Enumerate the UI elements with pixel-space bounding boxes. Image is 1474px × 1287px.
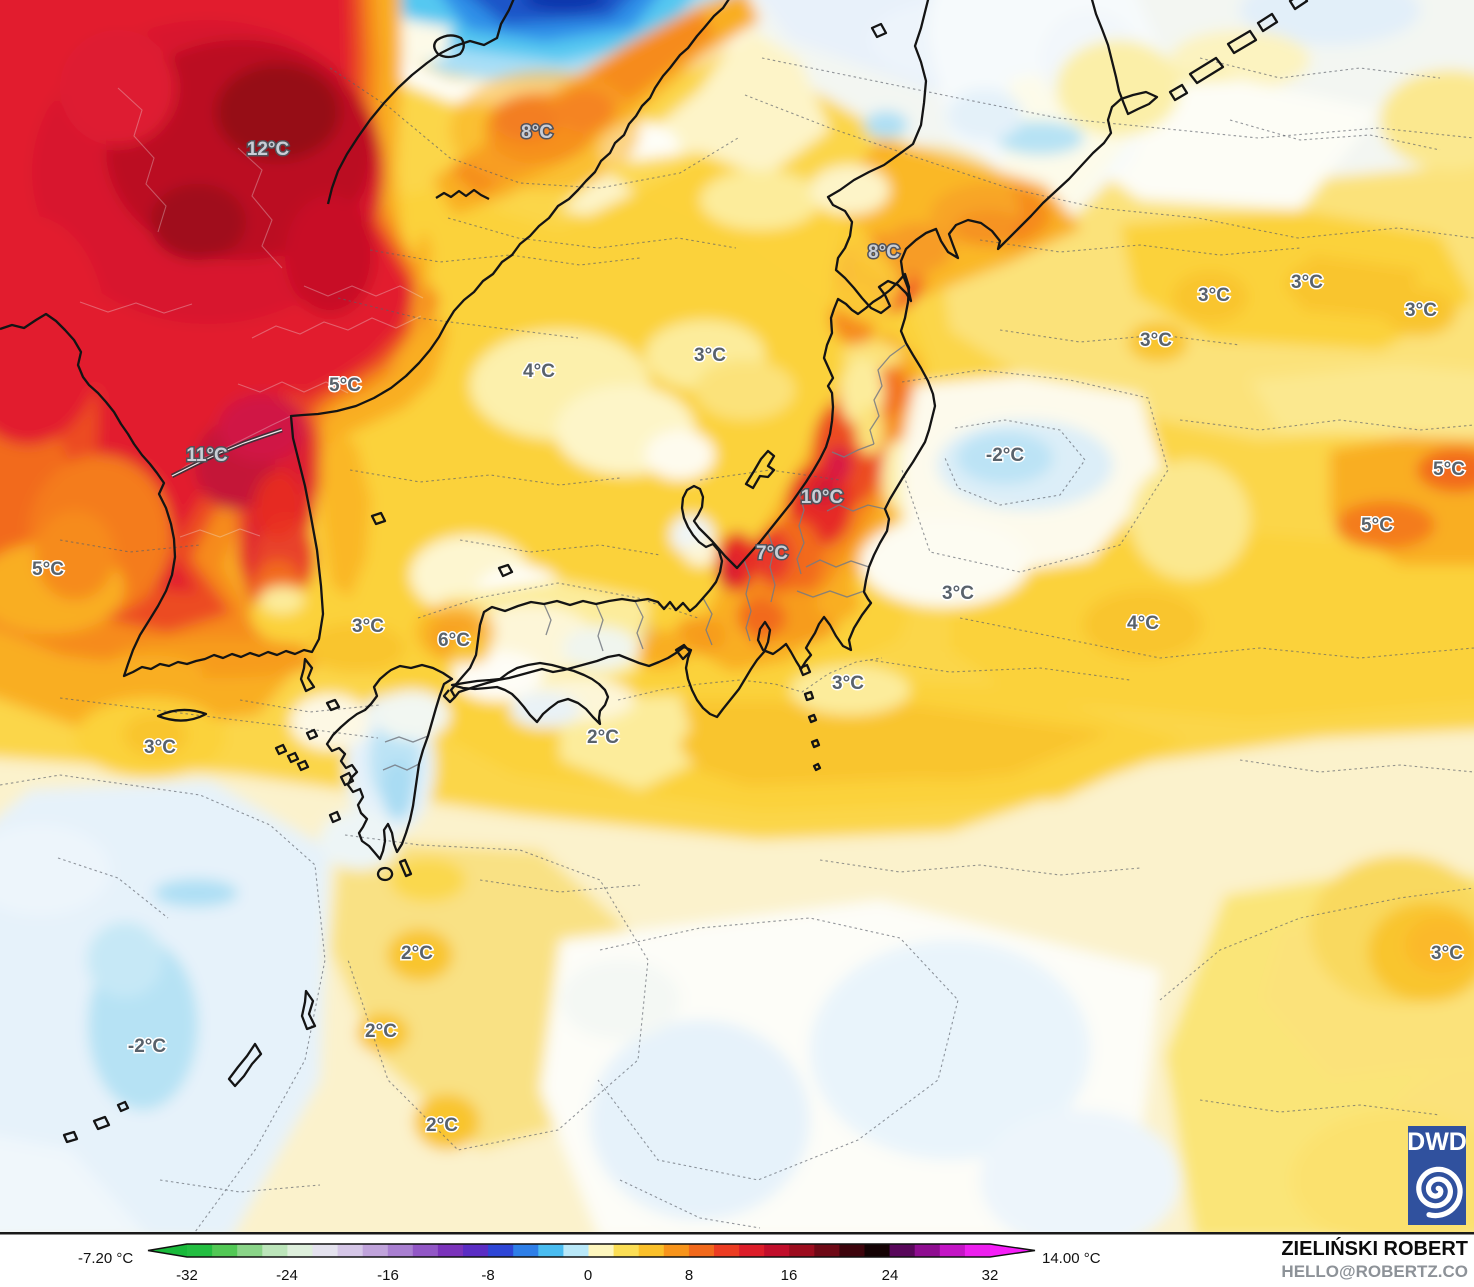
svg-text:-16: -16 <box>377 1267 399 1284</box>
svg-text:3°C: 3°C <box>1140 330 1172 351</box>
svg-text:8°C: 8°C <box>868 242 900 263</box>
svg-text:7°C: 7°C <box>756 543 788 564</box>
svg-text:-2°C: -2°C <box>128 1036 166 1057</box>
svg-text:0: 0 <box>584 1267 592 1284</box>
svg-text:8: 8 <box>685 1267 693 1284</box>
svg-text:32: 32 <box>982 1267 999 1284</box>
svg-text:2°C: 2°C <box>587 727 619 748</box>
svg-text:3°C: 3°C <box>1431 943 1463 964</box>
svg-text:2°C: 2°C <box>426 1115 458 1136</box>
svg-text:8°C: 8°C <box>521 122 553 143</box>
svg-text:HELLO@ROBERTZ.CO: HELLO@ROBERTZ.CO <box>1281 1262 1468 1281</box>
svg-text:3°C: 3°C <box>1405 300 1437 321</box>
svg-text:3°C: 3°C <box>1198 285 1230 306</box>
svg-text:3°C: 3°C <box>942 583 974 604</box>
svg-text:-32: -32 <box>176 1267 198 1284</box>
svg-text:12°C: 12°C <box>247 139 290 160</box>
svg-text:24: 24 <box>882 1267 899 1284</box>
svg-text:-7.20 °C: -7.20 °C <box>78 1250 133 1267</box>
svg-text:10°C: 10°C <box>801 487 844 508</box>
svg-text:5°C: 5°C <box>32 559 64 580</box>
svg-text:14.00 °C: 14.00 °C <box>1042 1250 1101 1267</box>
svg-text:5°C: 5°C <box>1433 459 1465 480</box>
svg-text:DWD: DWD <box>1407 1128 1467 1156</box>
svg-text:2°C: 2°C <box>401 943 433 964</box>
svg-text:3°C: 3°C <box>352 616 384 637</box>
svg-text:3°C: 3°C <box>832 673 864 694</box>
svg-text:3°C: 3°C <box>144 737 176 758</box>
svg-text:-24: -24 <box>276 1267 298 1284</box>
svg-text:-2°C: -2°C <box>986 445 1024 466</box>
svg-text:ZIELIŃSKI ROBERT: ZIELIŃSKI ROBERT <box>1281 1237 1468 1260</box>
svg-text:-8: -8 <box>481 1267 494 1284</box>
svg-text:11°C: 11°C <box>186 445 228 466</box>
svg-text:3°C: 3°C <box>1291 272 1323 293</box>
svg-text:16: 16 <box>781 1267 798 1284</box>
svg-text:2°C: 2°C <box>365 1021 397 1042</box>
svg-text:4°C: 4°C <box>1127 613 1159 634</box>
svg-text:4°C: 4°C <box>523 361 555 382</box>
svg-text:6°C: 6°C <box>438 630 470 651</box>
svg-text:3°C: 3°C <box>694 345 726 366</box>
svg-text:5°C: 5°C <box>329 375 361 396</box>
svg-text:5°C: 5°C <box>1361 515 1393 536</box>
